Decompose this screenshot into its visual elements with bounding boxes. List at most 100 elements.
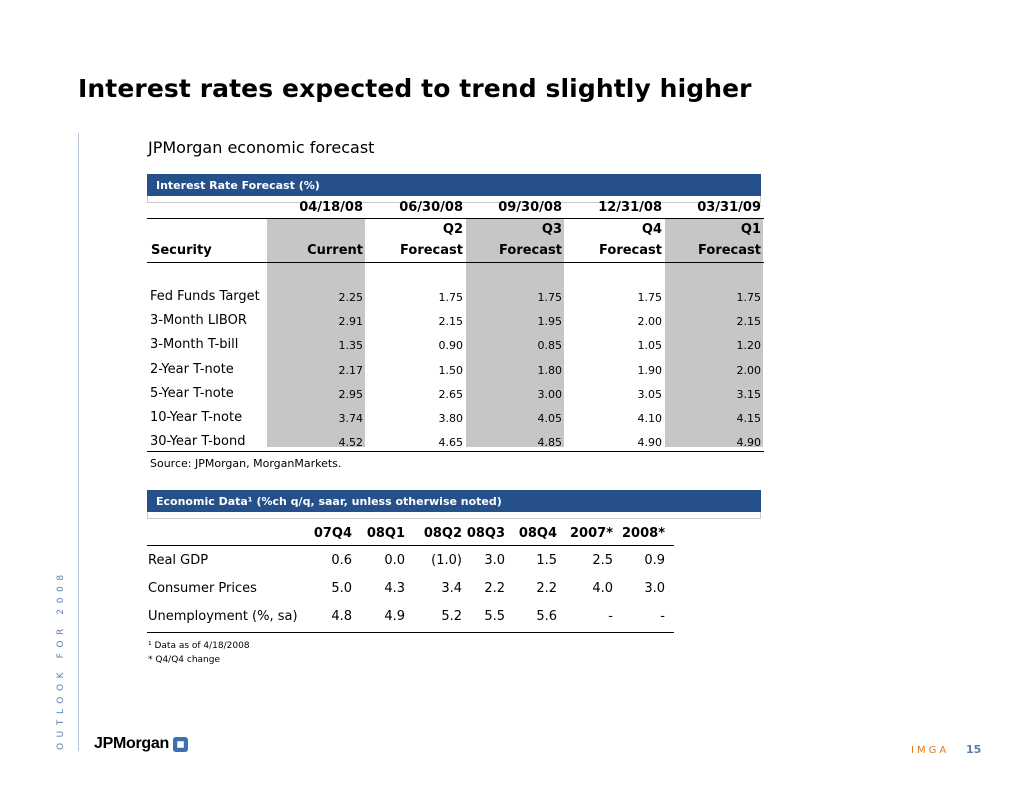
date-header: 04/18/08 (299, 200, 363, 215)
quarter-header: Q3 (541, 222, 562, 237)
rate-value: 1.80 (537, 363, 563, 377)
type-header: Forecast (400, 243, 463, 258)
econ-value: 0.9 (644, 553, 665, 568)
page-title: Interest rates expected to trend slightl… (78, 74, 752, 103)
section-subtitle: JPMorgan economic forecast (148, 138, 375, 157)
interest-rate-forecast-table: 04/18/08 06/30/08 09/30/08 12/31/08 03/31/09… (147, 196, 764, 454)
econ-column-header: 08Q2 (423, 526, 462, 541)
security-name: 2-Year T-note (150, 361, 234, 377)
rate-value: 3.00 (537, 387, 563, 401)
econ-value: 5.0 (331, 581, 352, 596)
rate-value: 2.00 (637, 315, 663, 329)
rate-value: 1.50 (438, 363, 464, 377)
type-header: Forecast (499, 243, 562, 258)
rate-value: 1.75 (438, 291, 464, 304)
header-rule (147, 218, 764, 219)
header-rule (147, 262, 764, 263)
type-header: Current (307, 243, 363, 258)
header-rule (147, 545, 674, 546)
security-name: 30-Year T-bond (150, 434, 246, 450)
econ-value: - (608, 609, 613, 624)
econ-value: 4.8 (331, 609, 352, 624)
type-header: Forecast (599, 243, 662, 258)
source-note: Source: JPMorgan, MorganMarkets. (150, 457, 342, 470)
security-header: Security (151, 243, 212, 258)
header-bar-frame (147, 512, 761, 519)
quarter-header: Q2 (442, 222, 463, 237)
econ-value: 2.2 (536, 581, 557, 596)
date-header: 03/31/09 (697, 200, 761, 215)
shaded-column (665, 219, 763, 447)
rate-value: 2.17 (338, 363, 364, 377)
econ-column-header: 2007* (570, 526, 613, 541)
footnote-q4-change: * Q4/Q4 change (148, 655, 220, 665)
econ-column-header: 08Q1 (366, 526, 405, 541)
rate-value: 1.05 (637, 339, 663, 353)
indicator-name: Consumer Prices (148, 581, 257, 596)
side-vertical-text: OUTLOOK FOR 2008 (56, 569, 66, 750)
econ-column-header: 2008* (622, 526, 665, 541)
security-name: 3-Month LIBOR (150, 313, 247, 329)
econ-column-header: 07Q4 (313, 526, 352, 541)
jpmorgan-logo: JPMorgan (94, 735, 188, 753)
date-header: 06/30/08 (399, 200, 463, 215)
economic-data-table: 07Q4 08Q1 08Q2 08Q3 08Q4 2007* 2008* Real GDP 0.… (147, 519, 675, 635)
rate-value: 2.95 (338, 387, 364, 401)
rate-value: 0.90 (438, 339, 464, 353)
bottom-rule (147, 451, 764, 452)
rate-value: 2.15 (438, 315, 464, 329)
rate-value: 4.90 (637, 436, 663, 450)
indicator-name: Real GDP (148, 553, 209, 568)
economic-data-table-header-bar: Economic Data¹ (%ch q/q, saar, unless ot… (147, 490, 761, 512)
econ-value: - (660, 609, 665, 624)
econ-value: 1.5 (536, 553, 557, 568)
econ-value: 4.9 (384, 609, 405, 624)
econ-column-header: 08Q3 (466, 526, 505, 541)
footnote-data-date: ¹ Data as of 4/18/2008 (148, 641, 250, 651)
econ-value: (1.0) (431, 553, 462, 568)
date-header: 09/30/08 (498, 200, 562, 215)
rate-value: 4.15 (736, 412, 762, 425)
rate-value: 2.25 (338, 291, 364, 304)
logo-wordmark: JPMorgan (94, 735, 169, 752)
rate-value: 4.65 (438, 436, 464, 450)
left-divider-line (78, 133, 79, 751)
econ-value: 5.5 (484, 609, 505, 624)
rate-value: 1.35 (338, 339, 364, 353)
date-header: 12/31/08 (598, 200, 662, 215)
rate-value: 0.85 (537, 339, 563, 353)
econ-value: 5.2 (441, 609, 462, 624)
rate-value: 3.80 (438, 412, 464, 425)
rate-value: 2.91 (338, 315, 364, 329)
rate-value: 4.52 (338, 436, 364, 450)
rate-value: 1.75 (637, 291, 663, 304)
octagon-logo-icon (172, 736, 188, 752)
indicator-name: Unemployment (%, sa) (148, 609, 298, 624)
econ-value: 3.4 (441, 581, 462, 596)
econ-value: 0.0 (384, 553, 405, 568)
security-name: 10-Year T-note (150, 410, 243, 425)
econ-value: 4.3 (384, 581, 405, 596)
rate-value: 3.15 (736, 387, 762, 401)
rate-value: 4.10 (637, 412, 663, 425)
rate-value: 2.15 (736, 315, 762, 329)
rate-value: 1.90 (637, 363, 663, 377)
econ-value: 3.0 (644, 581, 665, 596)
rate-value: 4.85 (537, 436, 563, 450)
quarter-header: Q1 (740, 222, 761, 237)
bottom-rule (147, 632, 674, 633)
econ-value: 2.2 (484, 581, 505, 596)
econ-value: 4.0 (592, 581, 613, 596)
interest-rate-table-header-bar: Interest Rate Forecast (%) (147, 174, 761, 196)
rate-value: 2.00 (736, 363, 762, 377)
brand-label: IMGA (911, 745, 950, 756)
rate-value: 1.20 (736, 339, 762, 353)
rate-value: 3.05 (637, 387, 663, 401)
quarter-header: Q4 (641, 222, 662, 237)
econ-column-header: 08Q4 (518, 526, 557, 541)
rate-value: 1.95 (537, 315, 563, 329)
page-number: 15 (966, 743, 982, 756)
shaded-column (267, 219, 365, 447)
rate-value: 1.75 (537, 291, 563, 304)
security-name: Fed Funds Target (150, 289, 260, 304)
